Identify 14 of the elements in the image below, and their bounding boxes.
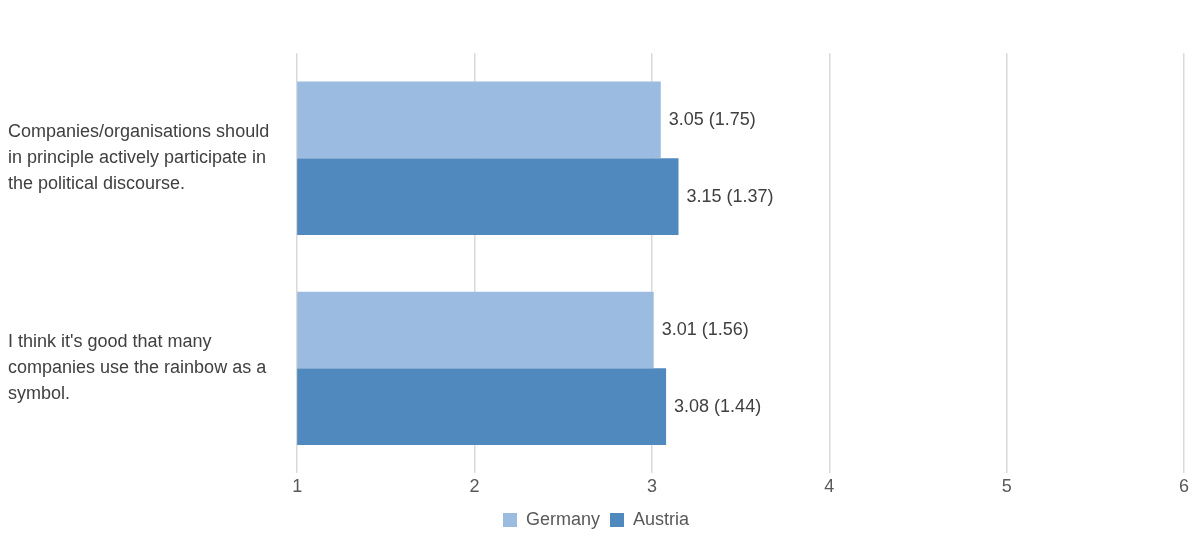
legend-label: Germany <box>525 508 601 529</box>
x-tick-label: 4 <box>824 476 835 497</box>
data-label: 3.08 (1.44) <box>674 395 762 416</box>
data-label: 3.01 (1.56) <box>661 318 749 339</box>
data-label: 3.05 (1.75) <box>668 108 756 129</box>
x-tick-label: 2 <box>469 476 480 497</box>
x-tick-label: 5 <box>1001 476 1012 497</box>
y-tick-label: Companies/organisations should in principle actively participate in the political discourse. <box>8 121 270 194</box>
data-label: 3.15 (1.37) <box>686 185 774 206</box>
x-tick-label: 1 <box>292 476 303 497</box>
x-tick-label: 6 <box>1178 476 1190 497</box>
y-tick-label: I think it's good that many companies use the rainbow as a symbol. <box>8 331 268 404</box>
legend-label: Austria <box>633 508 691 529</box>
x-tick-label: 3 <box>646 476 657 497</box>
